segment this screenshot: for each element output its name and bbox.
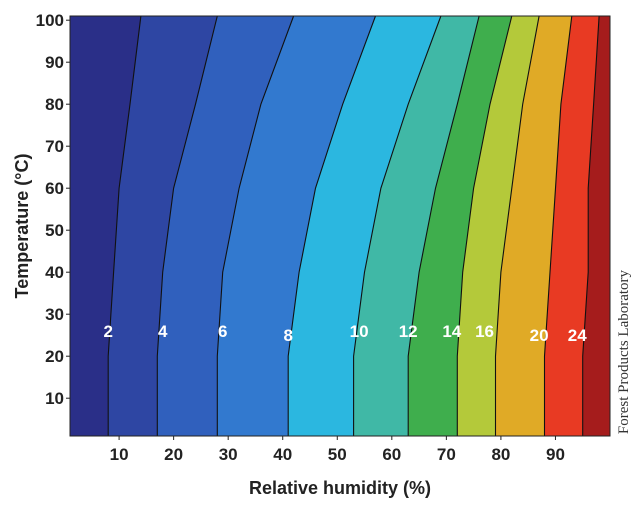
y-tick-label: 80 bbox=[45, 95, 64, 114]
y-tick-label: 10 bbox=[45, 389, 64, 408]
contour-labels: 2 4 6 8 10 12 14 16 20 24 bbox=[103, 322, 587, 345]
contour-band bbox=[457, 16, 540, 436]
contour-level-label: 20 bbox=[530, 326, 549, 345]
contour-line bbox=[494, 15, 540, 436]
y-tick-label: 30 bbox=[45, 305, 64, 324]
contour-band bbox=[495, 16, 572, 436]
contour-line bbox=[582, 15, 600, 436]
contour-band bbox=[544, 16, 600, 436]
contour-band bbox=[353, 16, 480, 436]
x-tick-label: 20 bbox=[164, 445, 183, 464]
contour-level-label: 4 bbox=[158, 322, 168, 341]
contour-band bbox=[582, 16, 610, 436]
contour-line bbox=[407, 15, 480, 436]
contour-line bbox=[456, 15, 513, 436]
y-tick-label: 70 bbox=[45, 137, 64, 156]
contour-level-label: 12 bbox=[399, 322, 418, 341]
y-tick-label: 20 bbox=[45, 347, 64, 366]
x-tick-label: 50 bbox=[328, 445, 347, 464]
contour-bands bbox=[70, 16, 610, 436]
credit-text: Forest Products Laboratory bbox=[616, 269, 632, 434]
contour-level-label: 16 bbox=[475, 322, 494, 341]
x-axis-ticks: 10 20 30 40 50 60 70 80 90 bbox=[110, 436, 565, 464]
contour-lines bbox=[107, 15, 600, 436]
y-tick-label: 40 bbox=[45, 263, 64, 282]
y-tick-label: 90 bbox=[45, 53, 64, 72]
contour-level-label: 2 bbox=[103, 322, 112, 341]
y-tick-label: 100 bbox=[36, 11, 64, 30]
contour-line bbox=[543, 15, 573, 436]
contour-band bbox=[70, 16, 141, 436]
contour-level-label: 10 bbox=[350, 322, 369, 341]
contour-band bbox=[108, 16, 218, 436]
x-tick-label: 40 bbox=[273, 445, 292, 464]
contour-level-label: 6 bbox=[218, 322, 227, 341]
contour-line bbox=[156, 15, 218, 436]
contour-level-label: 24 bbox=[568, 326, 587, 345]
y-tick-label: 60 bbox=[45, 179, 64, 198]
contour-line bbox=[287, 15, 377, 436]
contour-line bbox=[353, 15, 442, 436]
x-tick-label: 60 bbox=[382, 445, 401, 464]
x-axis-title: Relative humidity (%) bbox=[249, 478, 431, 498]
contour-line bbox=[107, 15, 142, 436]
x-tick-label: 30 bbox=[219, 445, 238, 464]
x-tick-label: 10 bbox=[110, 445, 129, 464]
x-tick-label: 70 bbox=[437, 445, 456, 464]
plot-frame bbox=[69, 15, 611, 437]
contour-level-label: 14 bbox=[442, 322, 461, 341]
x-tick-label: 90 bbox=[546, 445, 565, 464]
contour-level-label: 8 bbox=[283, 326, 292, 345]
y-axis-ticks: 10 20 30 40 50 60 70 80 90 100 bbox=[36, 11, 70, 408]
contour-band bbox=[408, 16, 512, 436]
y-axis-title: Temperature (°C) bbox=[12, 154, 32, 299]
y-tick-label: 50 bbox=[45, 221, 64, 240]
x-tick-label: 80 bbox=[491, 445, 510, 464]
contour-line bbox=[216, 15, 295, 436]
